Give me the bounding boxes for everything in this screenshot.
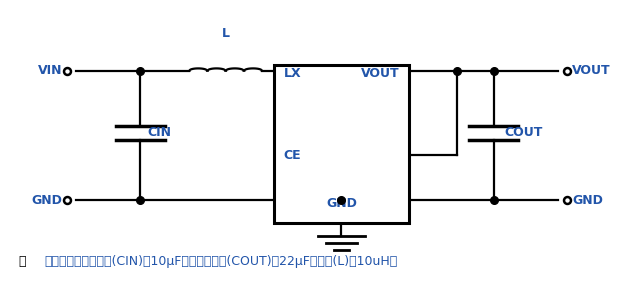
Text: GND: GND [32,194,62,207]
Text: GND: GND [572,194,603,207]
Text: ：建议：输入电容器(CIN)：10μF；输出电容器(COUT)：22μF，电感(L)：10uH。: ：建议：输入电容器(CIN)：10μF；输出电容器(COUT)：22μF，电感(… [44,255,397,268]
Text: CE: CE [284,149,301,162]
Text: VIN: VIN [38,64,62,77]
Text: CIN: CIN [147,126,172,139]
Text: VOUT: VOUT [361,67,399,80]
Bar [274,65,409,223]
Text: L: L [221,26,230,39]
Text: GND: GND [326,197,357,210]
Text: 注: 注 [19,255,26,268]
Text: LX: LX [284,67,301,80]
Text: COUT: COUT [505,126,543,139]
Text: VOUT: VOUT [572,64,611,77]
